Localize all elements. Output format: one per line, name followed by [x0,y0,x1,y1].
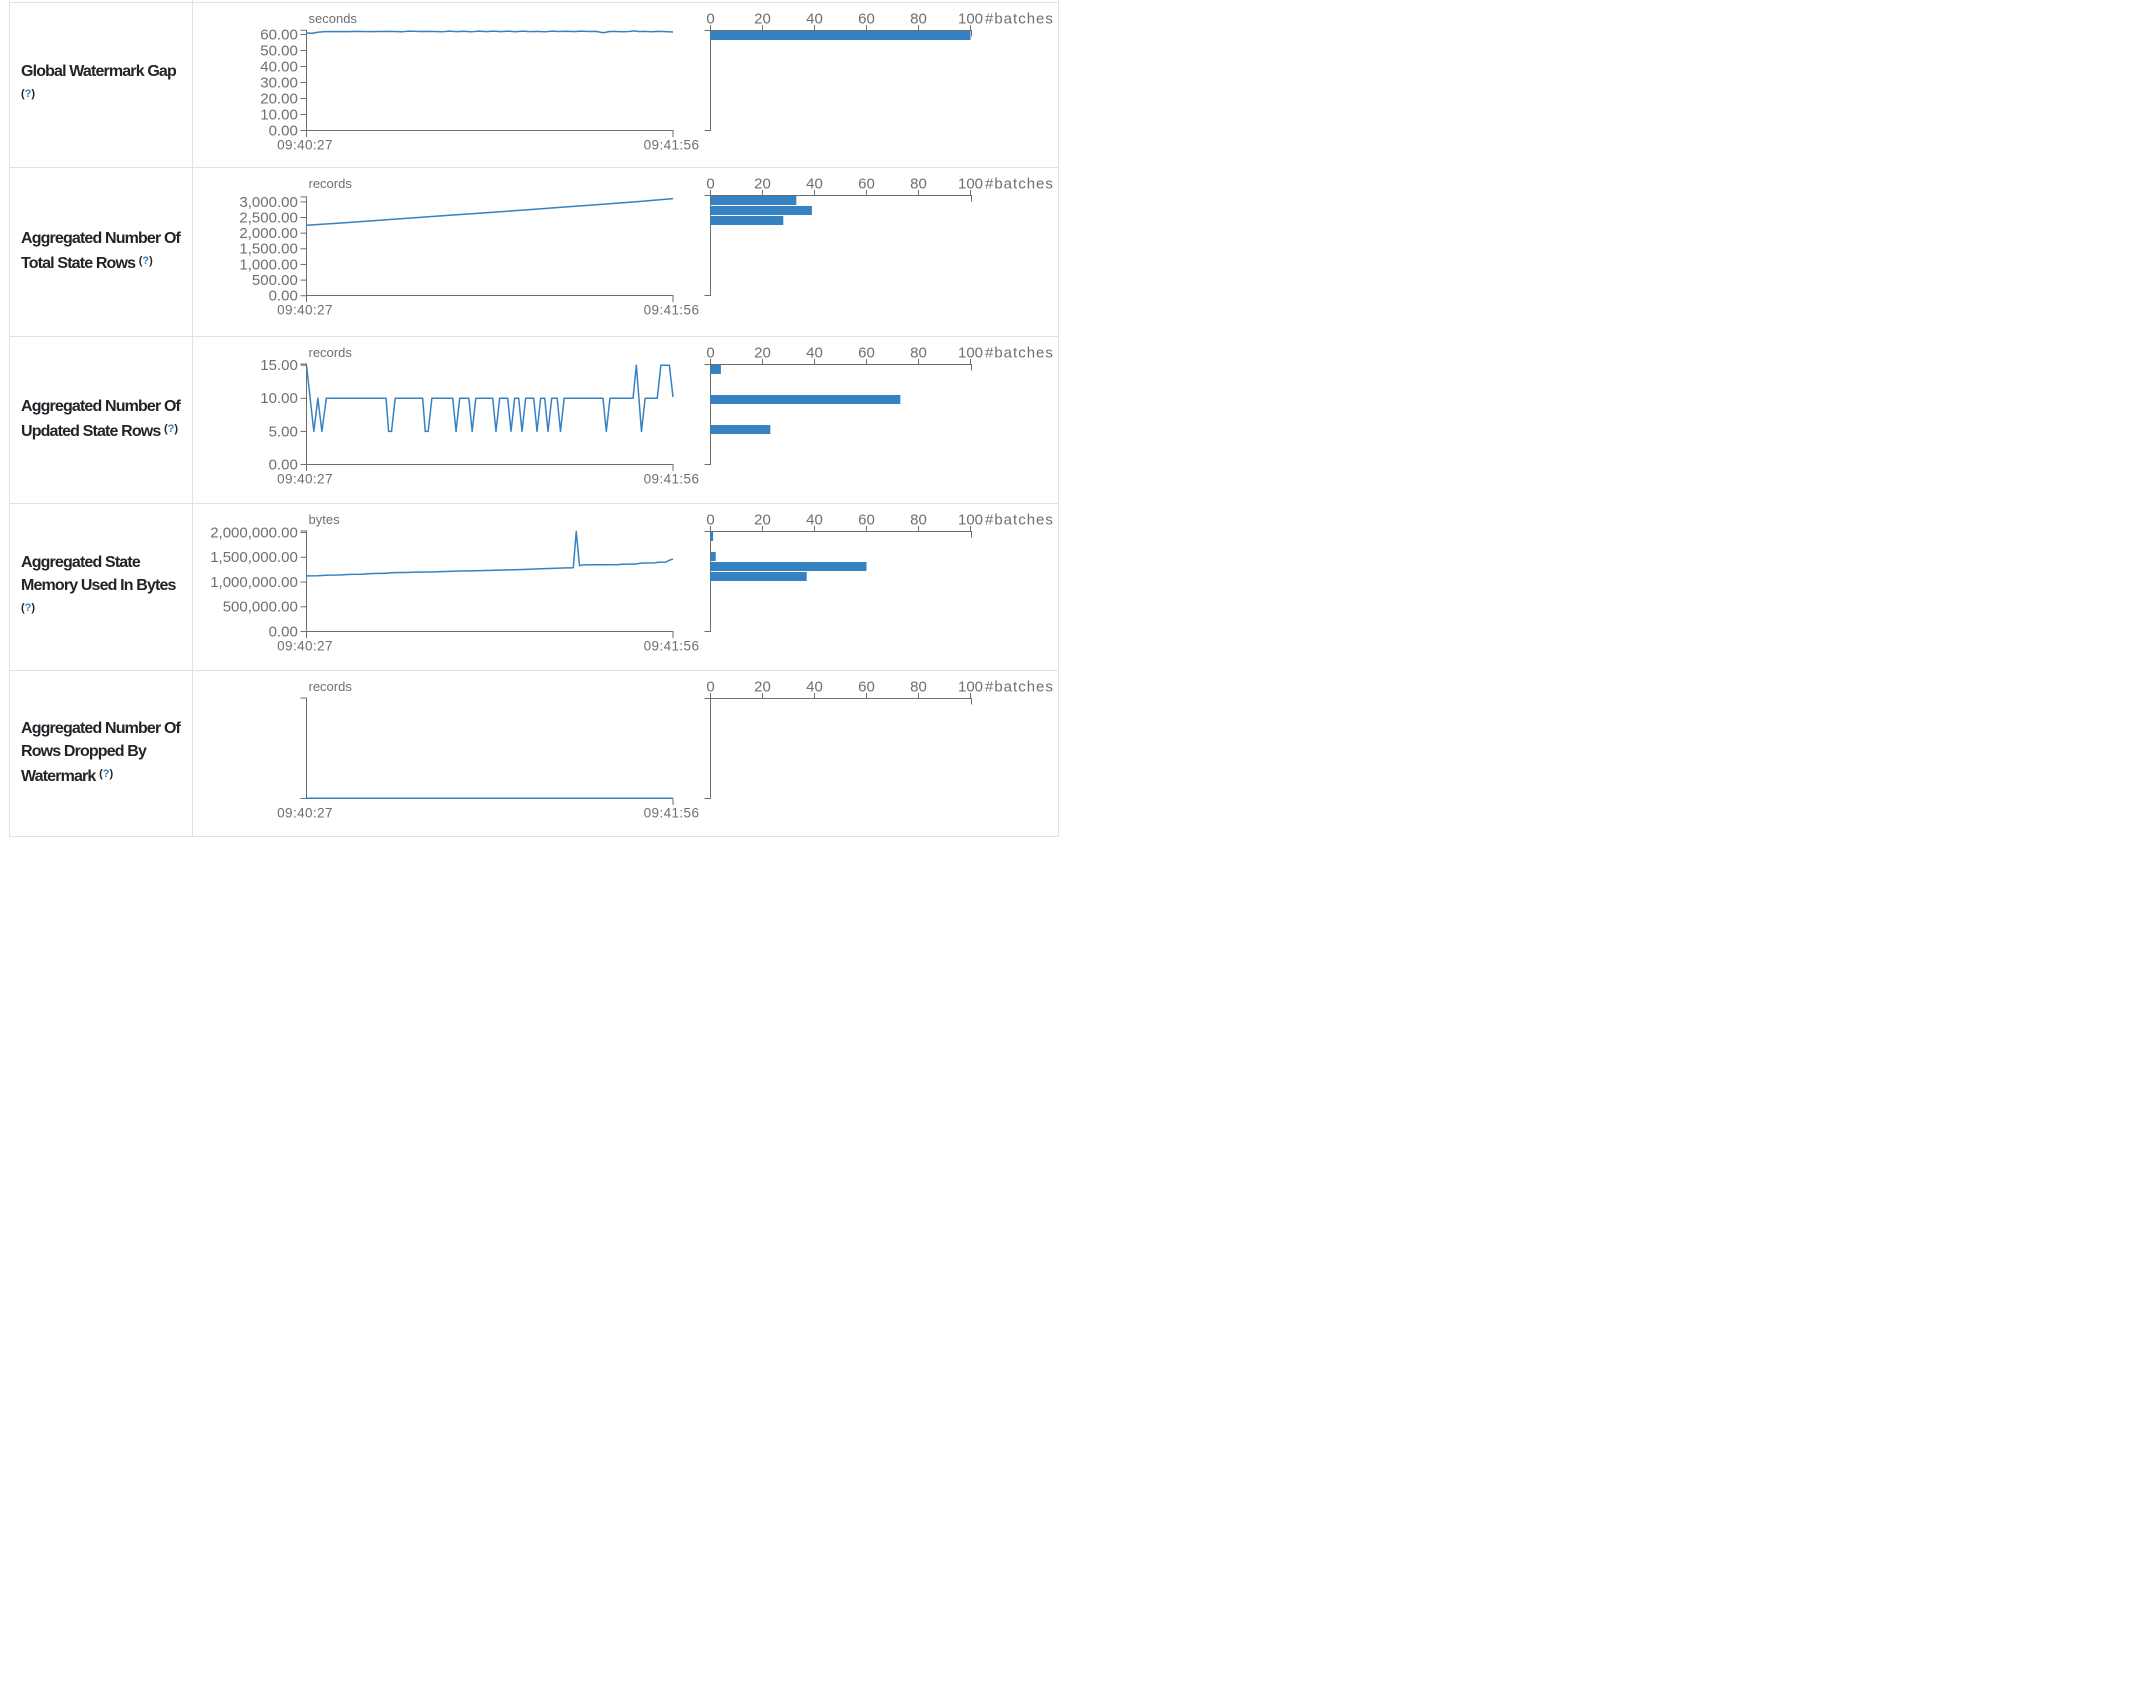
svg-text:3,000.00: 3,000.00 [239,194,297,211]
svg-text:20: 20 [754,511,771,528]
svg-text:2,000,000.00: 2,000,000.00 [210,524,298,541]
svg-text:80: 80 [910,176,927,193]
svg-text:10.00: 10.00 [260,390,298,407]
svg-text:40: 40 [806,176,823,193]
svg-text:09:40:27: 09:40:27 [277,638,333,653]
svg-text:#batches: #batches [985,176,1054,193]
svg-text:10.00: 10.00 [260,106,298,123]
svg-text:60: 60 [858,176,875,193]
svg-text:80: 80 [910,678,927,695]
svg-text:09:41:56: 09:41:56 [643,303,699,318]
svg-text:40: 40 [806,10,823,27]
svg-text:15.00: 15.00 [260,357,298,374]
svg-text:30.00: 30.00 [260,74,298,91]
svg-text:80: 80 [910,10,927,27]
svg-text:#batches: #batches [985,511,1054,528]
svg-text:60.00: 60.00 [260,26,298,43]
svg-text:seconds: seconds [308,11,357,26]
svg-text:2,500.00: 2,500.00 [239,210,297,227]
svg-text:records: records [308,679,352,694]
svg-text:60: 60 [858,678,875,695]
svg-text:#batches: #batches [985,10,1054,27]
svg-text:80: 80 [910,511,927,528]
svg-text:records: records [308,176,352,191]
svg-text:0: 0 [706,176,714,193]
svg-text:0.00: 0.00 [268,288,297,305]
svg-text:60: 60 [858,511,875,528]
svg-text:0.00: 0.00 [268,623,297,640]
svg-text:20: 20 [754,176,771,193]
svg-text:09:40:27: 09:40:27 [277,137,333,152]
svg-text:20.00: 20.00 [260,90,298,107]
svg-text:09:40:27: 09:40:27 [277,303,333,318]
svg-text:#batches: #batches [985,344,1054,361]
svg-text:09:41:56: 09:41:56 [643,137,699,152]
svg-text:2,000.00: 2,000.00 [239,225,297,242]
svg-text:bytes: bytes [308,512,340,527]
svg-text:1,000,000.00: 1,000,000.00 [210,574,298,591]
svg-text:0: 0 [706,344,714,361]
svg-text:09:41:56: 09:41:56 [643,638,699,653]
svg-text:40: 40 [806,344,823,361]
svg-text:09:40:27: 09:40:27 [277,805,333,820]
svg-text:#batches: #batches [985,678,1054,695]
svg-text:0: 0 [706,10,714,27]
svg-text:100: 100 [957,176,982,193]
svg-text:100: 100 [957,678,982,695]
svg-text:09:41:56: 09:41:56 [643,471,699,486]
svg-text:20: 20 [754,10,771,27]
svg-text:60: 60 [858,344,875,361]
svg-text:1,500,000.00: 1,500,000.00 [210,549,298,566]
svg-text:0: 0 [706,511,714,528]
svg-text:500,000.00: 500,000.00 [222,598,297,615]
svg-text:20: 20 [754,344,771,361]
svg-text:100: 100 [957,344,982,361]
svg-text:0: 0 [706,678,714,695]
svg-text:100: 100 [957,10,982,27]
svg-text:records: records [308,345,352,360]
svg-text:40: 40 [806,678,823,695]
svg-text:0.00: 0.00 [268,122,297,139]
svg-text:09:41:56: 09:41:56 [643,805,699,820]
svg-text:1,000.00: 1,000.00 [239,257,297,274]
svg-text:5.00: 5.00 [268,423,297,440]
svg-text:50.00: 50.00 [260,42,298,59]
svg-text:20: 20 [754,678,771,695]
svg-text:60: 60 [858,10,875,27]
svg-text:80: 80 [910,344,927,361]
svg-text:40.00: 40.00 [260,58,298,75]
svg-text:1,500.00: 1,500.00 [239,241,297,258]
svg-text:40: 40 [806,511,823,528]
svg-text:500.00: 500.00 [251,272,297,289]
svg-text:09:40:27: 09:40:27 [277,471,333,486]
svg-text:100: 100 [957,511,982,528]
svg-text:0.00: 0.00 [268,456,297,473]
